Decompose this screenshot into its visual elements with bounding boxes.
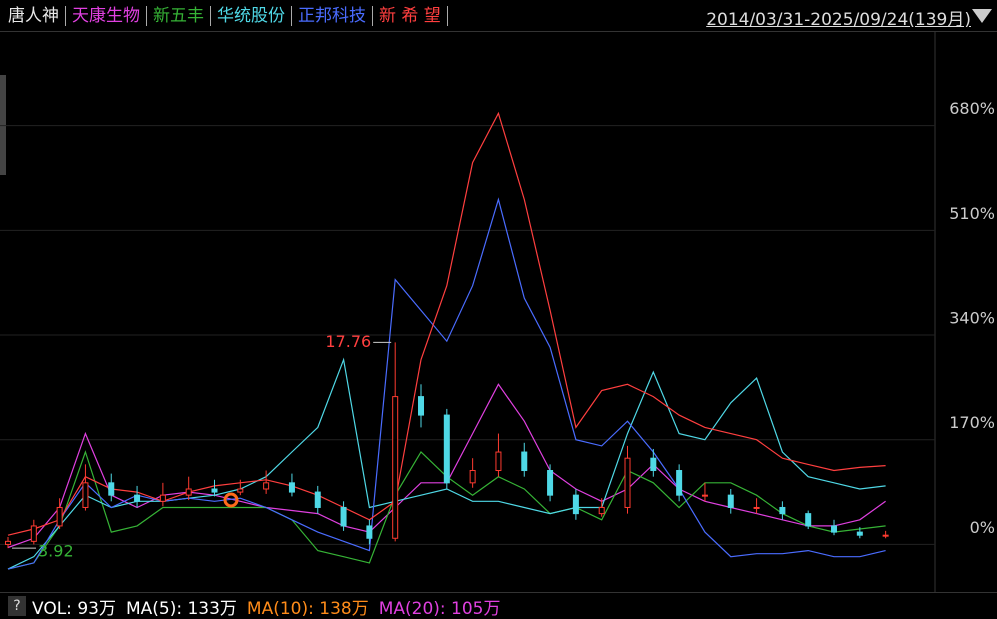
volume-stat: MA(10): 138万 [246,598,369,619]
candle-body [779,506,786,515]
volume-info: VOL: 93万 MA(5): 133万 MA(10): 138万 MA(20): 1… [32,594,510,619]
candle-body [211,488,218,493]
candle-body [727,494,734,508]
legend-item: 天康生物 [66,5,147,26]
candle-body [237,488,244,493]
candle-body [676,470,683,496]
dropdown-arrow[interactable] [972,9,992,23]
scroll-handle[interactable] [0,75,6,175]
volume-stat: MA(20): 105万 [378,598,501,619]
candle-body [159,494,166,502]
candle-body [392,396,399,539]
candle-body [882,534,889,537]
volume-stat: MA(5): 133万 [125,598,237,619]
y-tick-label: 340% [949,309,995,328]
legend: 唐人神 天康生物 新五丰 华统股份 正邦科技新 希 望 [0,5,448,26]
candle-body [314,491,321,508]
legend-item: 唐人神 [0,5,66,26]
candle-body [598,506,605,515]
min-label: 3.92 [38,542,74,561]
y-tick-label: 510% [949,204,995,223]
max-label: 17.76 [325,332,371,351]
candle-body [418,396,425,416]
candle-body [856,531,863,536]
series-line [7,197,886,570]
candle-body [263,482,270,490]
help-button[interactable]: ? [8,596,26,616]
candle-body [495,451,502,472]
candle-body [82,482,89,508]
candle-body [805,513,812,527]
legend-item: 新 希 望 [373,5,448,26]
y-tick-label: 680% [949,99,995,118]
series-line [7,111,886,536]
candle-body [547,470,554,496]
candle-body [624,457,631,508]
y-tick-label: 0% [970,518,995,537]
candle-body [30,525,37,542]
candle-body [185,488,192,496]
legend-item: 华统股份 [211,5,292,26]
candle-body [701,494,708,497]
legend-item: 新五丰 [147,5,211,26]
header: 唐人神 天康生物 新五丰 华统股份 正邦科技新 希 望 2014/03/31-2025/… [0,0,997,32]
series-line [7,357,886,570]
candle-body [288,482,295,493]
candle-body [572,494,579,515]
footer: ? VOL: 93万 MA(5): 133万 MA(10): 138万 MA(20):… [0,592,997,619]
candle-body [443,414,450,484]
candle-body [134,494,141,502]
candle-body [753,506,760,509]
candle-body [831,525,838,533]
volume-stat: VOL: 93万 [32,598,116,619]
y-tick-label: 170% [949,413,995,432]
candle-body [521,451,528,472]
legend-item: 正邦科技 [292,5,373,26]
candle-body [108,482,115,496]
candle-body [469,470,476,484]
date-range[interactable]: 2014/03/31-2025/09/24(139月) [706,10,971,30]
candle-body [650,457,657,472]
marker-icon [223,492,239,508]
candle-body [5,540,11,545]
candle-body [340,506,347,527]
candle-body [56,506,63,527]
candle-body [366,525,373,539]
